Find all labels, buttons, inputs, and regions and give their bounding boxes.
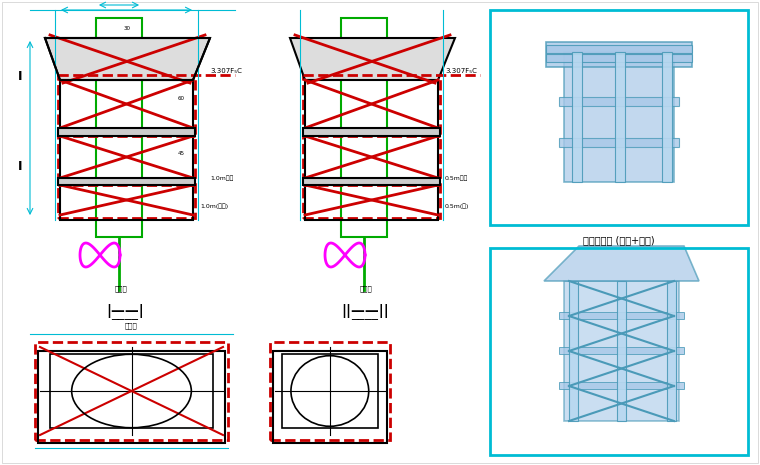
Bar [617, 281, 626, 421]
Text: 1.0m桩基: 1.0m桩基 [210, 175, 233, 181]
Bar [564, 52, 674, 182]
Text: 60: 60 [178, 96, 185, 101]
Bar [559, 97, 679, 106]
Bar [303, 128, 440, 136]
Text: 30: 30 [123, 26, 131, 31]
Bar [667, 281, 676, 421]
Text: I: I [17, 160, 22, 173]
Bar [572, 52, 582, 182]
Polygon shape [544, 246, 699, 281]
Text: 0.5m(桩): 0.5m(桩) [445, 203, 470, 209]
Bar [559, 347, 684, 354]
Bar [35, 342, 228, 440]
Text: 0.5m桩基: 0.5m桩基 [445, 175, 468, 181]
Bar [303, 38, 440, 218]
Text: 桩基础: 桩基础 [360, 285, 372, 292]
Bar [546, 54, 692, 62]
Text: 桩基础: 桩基础 [115, 285, 128, 292]
Polygon shape [290, 38, 455, 80]
Bar [50, 354, 213, 428]
Bar [662, 52, 672, 182]
Bar [60, 44, 193, 220]
Text: 总平面: 总平面 [125, 322, 138, 329]
Bar [559, 312, 684, 319]
Bar [559, 138, 679, 147]
Bar [569, 281, 578, 421]
Bar [58, 128, 195, 136]
Bar [341, 18, 387, 237]
Text: 3.307F₅C: 3.307F₅C [445, 68, 477, 74]
Text: ||——||: ||——|| [341, 304, 389, 318]
Bar [559, 382, 684, 389]
Text: 45: 45 [178, 151, 185, 156]
Bar [58, 38, 195, 218]
Text: I: I [17, 70, 22, 83]
Text: 1.0m(桩基): 1.0m(桩基) [200, 203, 228, 209]
Text: 3.307F₅C: 3.307F₅C [210, 68, 242, 74]
Bar [546, 42, 692, 67]
Bar [282, 354, 378, 428]
Bar [270, 342, 390, 440]
Text: 三维效果图 (桩台+围堰): 三维效果图 (桩台+围堰) [583, 235, 655, 245]
Text: ────: ──── [112, 314, 138, 324]
Bar [546, 45, 692, 53]
Bar [96, 18, 142, 237]
Bar [38, 351, 225, 443]
Bar [564, 281, 679, 421]
Polygon shape [45, 38, 210, 80]
Bar [615, 52, 625, 182]
Bar [58, 178, 195, 185]
Bar [303, 178, 440, 185]
Bar [490, 248, 748, 455]
Bar [305, 44, 438, 220]
Text: |——|: |——| [106, 304, 144, 318]
Bar [273, 351, 387, 443]
Text: ────: ──── [351, 314, 378, 324]
Bar [490, 10, 748, 225]
